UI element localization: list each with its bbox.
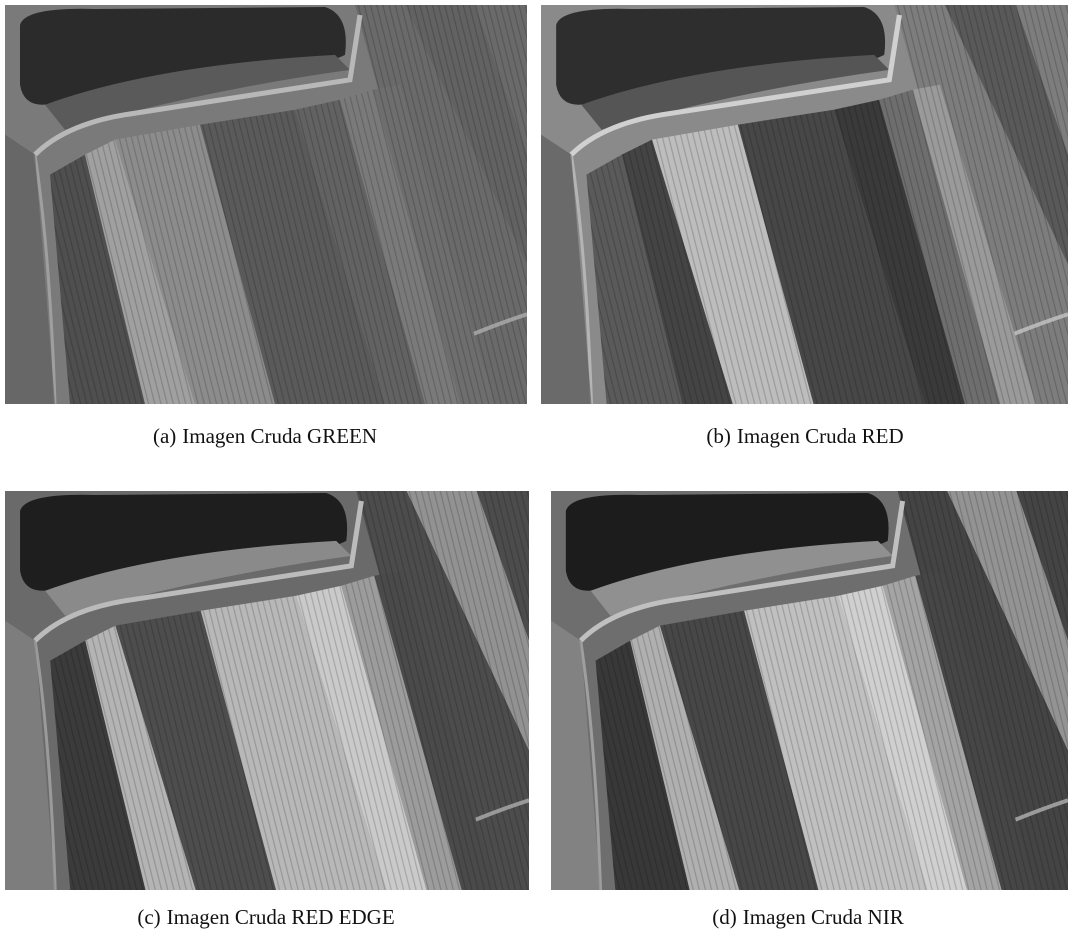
caption-label: (b) <box>706 424 731 448</box>
aerial-image <box>541 5 1068 404</box>
caption-label: (d) <box>712 905 737 929</box>
caption: (c) Imagen Cruda RED EDGE <box>137 905 394 930</box>
aerial-image <box>551 491 1068 890</box>
aerial-image <box>5 5 527 404</box>
caption: (d)Imagen Cruda NIR <box>712 905 903 930</box>
aerial-image <box>5 491 529 890</box>
caption-label: (a) <box>153 424 176 448</box>
caption-text: Imagen Cruda RED EDGE <box>167 905 395 929</box>
caption: (a) Imagen Cruda GREEN <box>153 424 377 449</box>
caption-text: Imagen Cruda GREEN <box>182 424 377 448</box>
caption-text: Imagen Cruda RED <box>737 424 904 448</box>
caption-text: Imagen Cruda NIR <box>743 905 904 929</box>
caption-label: (c) <box>137 905 160 929</box>
figure-page: (a)Imagen Cruda GREEN (b)Imagen Cruda RE… <box>0 0 1068 938</box>
caption: (b)Imagen Cruda RED <box>706 424 903 449</box>
